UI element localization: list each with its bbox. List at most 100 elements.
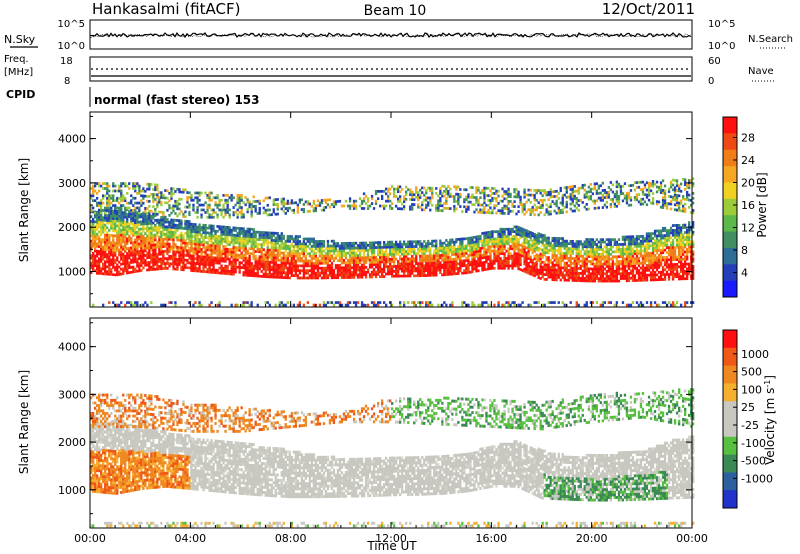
range-cell [678, 260, 681, 264]
range-cell [565, 239, 568, 243]
range-cell [108, 265, 111, 269]
range-cell [92, 220, 95, 224]
range-cell [196, 262, 199, 266]
range-cell [228, 262, 231, 266]
range-cell [675, 224, 679, 227]
range-cell [489, 250, 492, 253]
range-cell [665, 229, 669, 233]
range-cell [134, 253, 137, 256]
range-cell [435, 254, 438, 258]
range-cell [445, 246, 448, 250]
range-cell [517, 255, 520, 258]
range-cell [583, 269, 586, 273]
range-cell [350, 249, 354, 252]
range-cell [110, 217, 113, 220]
range-cell [302, 266, 306, 270]
range-cell [276, 254, 279, 257]
range-cell [690, 228, 693, 232]
range-cell [206, 243, 209, 247]
range-cell [595, 265, 599, 268]
range-cell [669, 265, 673, 269]
range-cell [112, 261, 115, 264]
range-cell [140, 227, 143, 231]
range-cell [537, 276, 540, 279]
range-cell [499, 235, 502, 238]
range-cell [387, 245, 390, 249]
range-cell [405, 255, 408, 258]
range-cell [132, 229, 135, 232]
range-cell [374, 275, 378, 279]
range-cell [445, 270, 448, 274]
range-cell [276, 239, 279, 243]
range-cell [370, 261, 374, 264]
range-cell [94, 237, 97, 241]
range-cell [463, 264, 466, 268]
range-cell [188, 266, 191, 270]
range-cell [501, 235, 504, 238]
range-cell [457, 272, 460, 275]
range-cell [180, 241, 183, 245]
range-cell [318, 262, 322, 265]
range-cell [401, 260, 404, 263]
range-cell [262, 255, 265, 259]
range-cell [128, 254, 131, 257]
range-cell [282, 266, 285, 270]
range-cell [517, 262, 520, 266]
range-cell [465, 256, 468, 260]
range-cell [391, 248, 394, 251]
range-cell [523, 248, 526, 251]
range-cell [368, 248, 372, 252]
range-cell [541, 248, 544, 252]
range-cell [308, 269, 312, 273]
range-cell [154, 250, 157, 254]
range-cell [649, 259, 653, 262]
range-cell [669, 251, 673, 254]
range-cell [152, 188, 155, 191]
range-cell [651, 259, 655, 262]
range-cell [280, 263, 283, 267]
range-cell [158, 223, 161, 227]
range-cell [449, 255, 452, 259]
range-cell [258, 257, 261, 261]
range-cell [252, 267, 255, 270]
range-cell [118, 201, 121, 205]
range-cell [248, 271, 251, 275]
range-cell [120, 221, 123, 225]
range-cell [284, 276, 287, 280]
range-cell [557, 239, 560, 243]
range-cell [266, 233, 269, 237]
range-cell [204, 250, 207, 254]
range-cell [567, 271, 570, 275]
range-cell [346, 244, 350, 248]
range-cell [186, 237, 189, 240]
range-cell [120, 204, 123, 207]
range-cell [635, 269, 639, 273]
range-cell [156, 200, 159, 204]
range-cell [379, 270, 382, 274]
range-cell [523, 262, 526, 266]
range-cell [126, 201, 129, 205]
range-cell [318, 271, 322, 275]
range-cell [160, 210, 163, 214]
range-cell [559, 256, 562, 260]
range-cell [643, 254, 647, 258]
range-cell [411, 267, 414, 270]
range-cell [645, 266, 649, 270]
range-cell [146, 251, 149, 255]
range-cell [260, 265, 263, 268]
range-cell [148, 195, 151, 198]
range-cell [393, 250, 396, 254]
range-cell [551, 249, 554, 252]
range-cell [563, 264, 566, 267]
range-cell [521, 244, 524, 248]
range-cell [515, 230, 518, 234]
range-cell [276, 234, 279, 238]
range-cell [228, 228, 231, 232]
range-cell [140, 249, 143, 253]
range-cell [605, 265, 609, 268]
range-cell [589, 277, 593, 280]
range-cell [232, 260, 235, 264]
range-cell [344, 256, 348, 260]
range-cell [186, 261, 189, 265]
range-cell [527, 257, 530, 260]
